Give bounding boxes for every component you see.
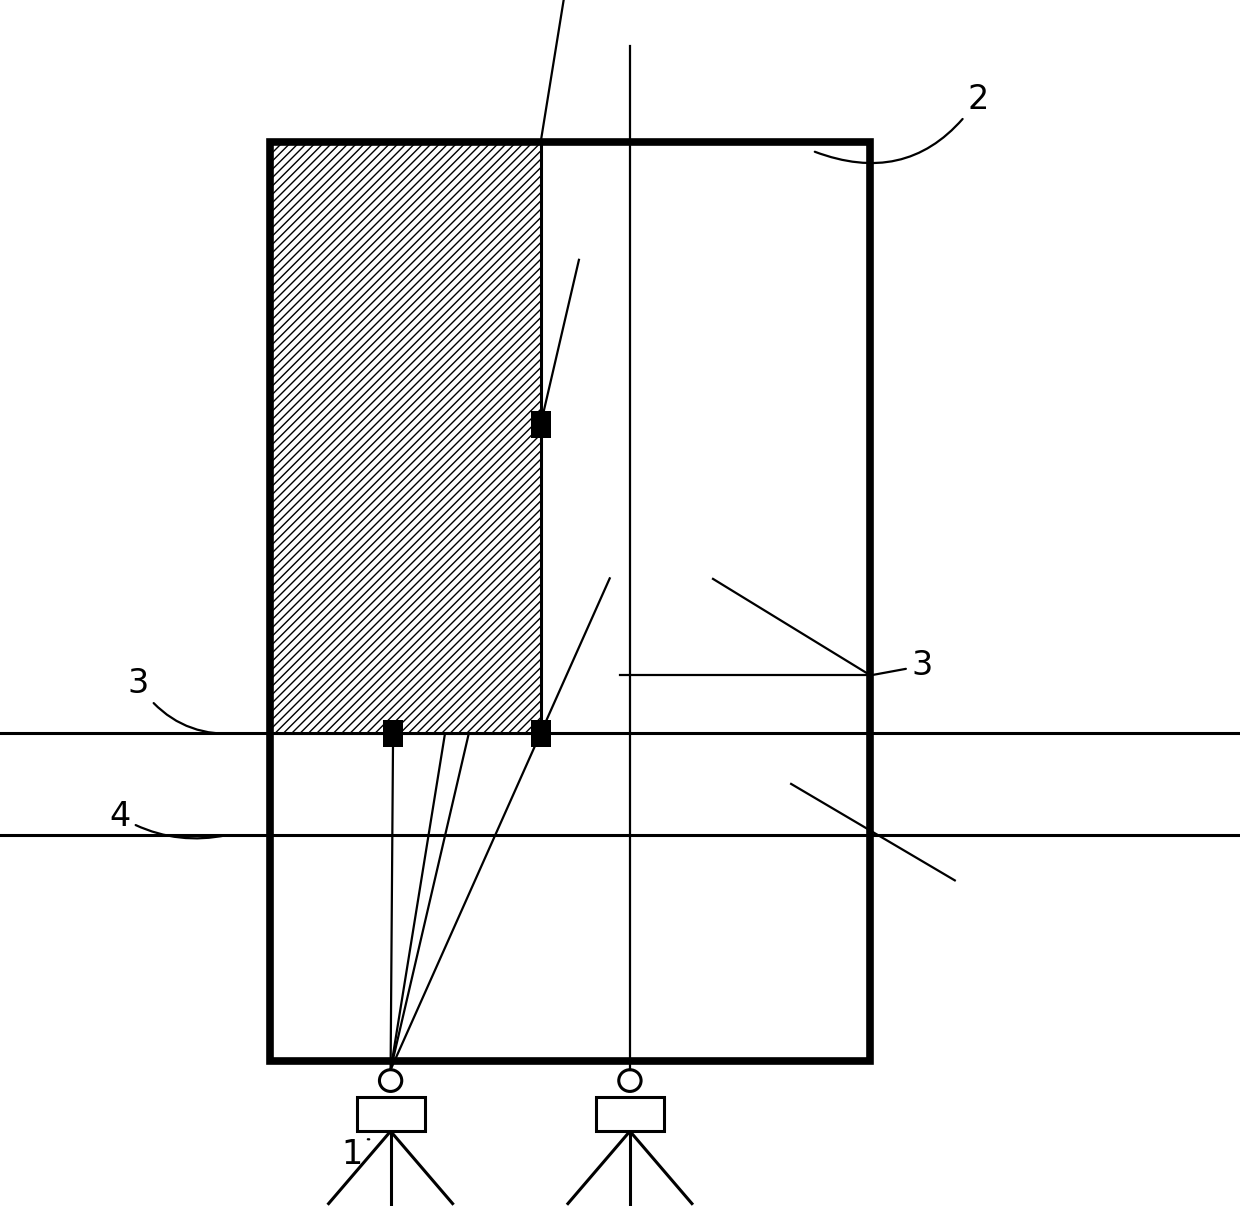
Text: 2: 2 <box>815 82 988 163</box>
Bar <box>270 142 870 1061</box>
Bar <box>357 1097 424 1131</box>
Bar <box>383 720 403 747</box>
Text: 4: 4 <box>109 800 227 838</box>
Bar <box>270 142 541 733</box>
Bar <box>531 411 551 438</box>
Text: 1: 1 <box>341 1137 370 1171</box>
Bar <box>595 1097 665 1131</box>
Text: 3: 3 <box>873 649 932 683</box>
Bar <box>531 720 551 747</box>
Text: 3: 3 <box>128 667 239 734</box>
